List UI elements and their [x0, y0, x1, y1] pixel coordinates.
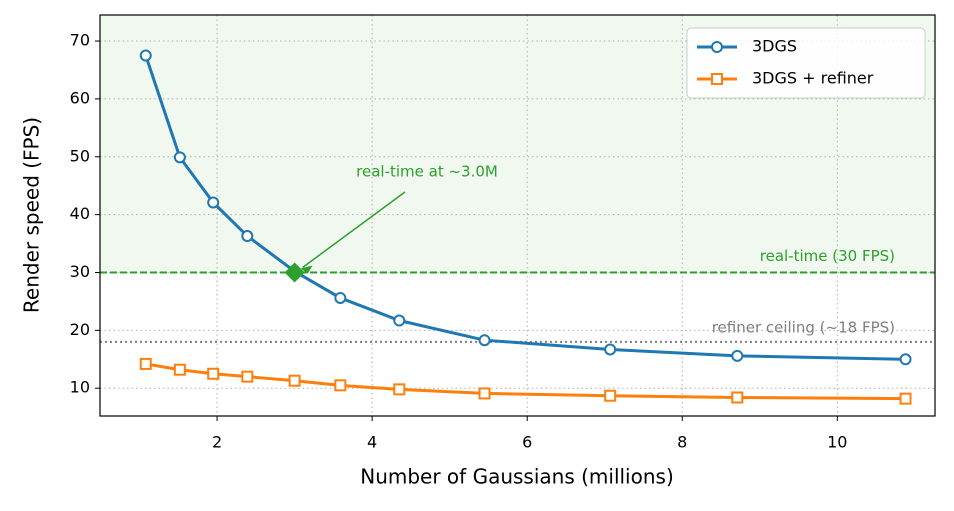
- legend-marker: [711, 73, 723, 85]
- marker: [731, 391, 744, 404]
- marker: [604, 343, 617, 356]
- highlight-point: [284, 262, 305, 283]
- marker: [288, 374, 301, 387]
- marker: [241, 230, 254, 243]
- marker: [139, 49, 152, 62]
- marker: [334, 291, 347, 304]
- legend-label: 3DGS + refiner: [752, 69, 874, 88]
- marker: [478, 334, 491, 347]
- x-tick-label: 4: [367, 433, 377, 452]
- marker: [207, 196, 220, 209]
- marker: [899, 392, 912, 405]
- y-axis-label: Render speed (FPS): [20, 117, 44, 313]
- legend-label: 3DGS: [752, 37, 797, 56]
- marker: [241, 370, 254, 383]
- y-tick-label: 40: [70, 204, 90, 223]
- y-tick-label: 20: [70, 320, 90, 339]
- marker: [139, 357, 152, 370]
- reference-label: refiner ceiling (~18 FPS): [712, 318, 895, 336]
- legend-marker: [711, 41, 723, 53]
- legend-box: [686, 27, 926, 99]
- marker: [393, 383, 406, 396]
- annotation-arrowhead: [300, 265, 313, 274]
- marker: [604, 389, 617, 402]
- marker: [731, 349, 744, 362]
- x-tick-label: 8: [677, 433, 687, 452]
- x-tick-label: 10: [827, 433, 847, 452]
- series-line: [145, 362, 906, 401]
- marker: [173, 151, 186, 164]
- marker: [899, 353, 912, 366]
- annotation-arrow: [302, 191, 406, 269]
- y-tick-label: 50: [70, 146, 90, 165]
- y-tick-label: 60: [70, 88, 90, 107]
- x-axis-label: Number of Gaussians (millions): [360, 465, 674, 489]
- y-tick-label: 70: [70, 31, 90, 50]
- marker: [334, 379, 347, 392]
- reference-label: real-time (30 FPS): [760, 247, 895, 265]
- marker: [393, 314, 406, 327]
- marker: [173, 363, 186, 376]
- x-tick-label: 2: [212, 433, 222, 452]
- marker: [207, 367, 220, 380]
- x-tick-label: 6: [522, 433, 532, 452]
- marker: [478, 387, 491, 400]
- y-tick-label: 30: [70, 262, 90, 281]
- y-tick-label: 10: [70, 378, 90, 397]
- annotation-text: real-time at ~3.0M: [356, 163, 498, 181]
- plot-frame: [99, 14, 936, 417]
